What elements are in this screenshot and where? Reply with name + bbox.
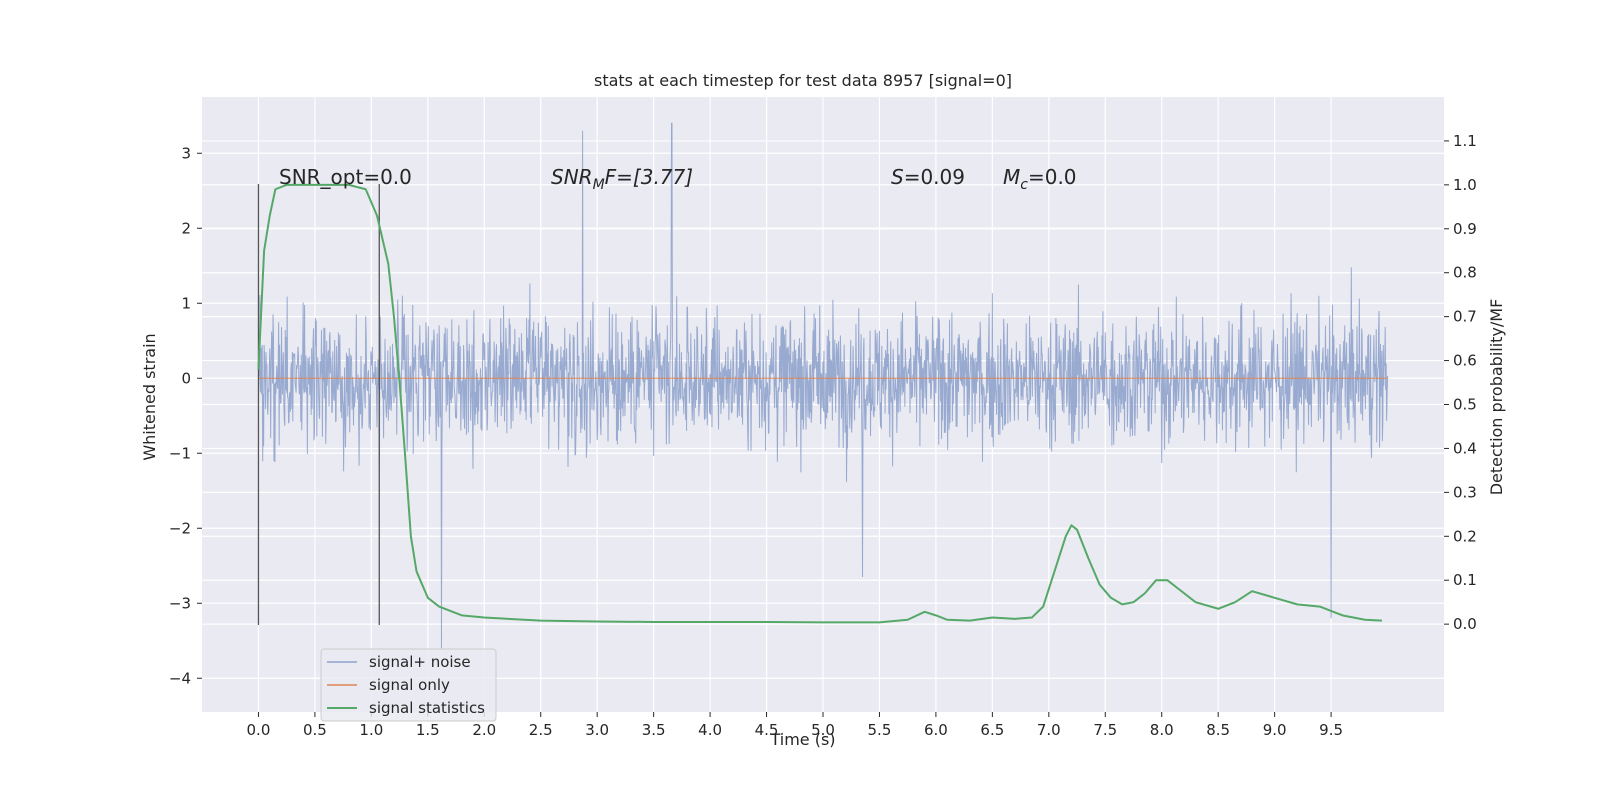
- legend-label-signal-only: signal only: [369, 676, 450, 694]
- y-tick-label-2: 1: [181, 294, 191, 312]
- x-tick-label-6: 3.0: [585, 721, 609, 739]
- y2-tick-label-8: 0.3: [1453, 483, 1477, 501]
- annotation-mc-sub: c: [1020, 177, 1028, 193]
- y-tick-label-6: −3: [169, 594, 191, 612]
- annotation-snr-mf: SNRMF=[3.77]: [551, 165, 693, 193]
- y2-tick-label-3: 0.8: [1453, 264, 1477, 282]
- x-tick-label-7: 3.5: [642, 721, 666, 739]
- annotation-mc: Mc=0.0: [1003, 165, 1077, 193]
- x-tick-label-3: 1.5: [416, 721, 440, 739]
- x-tick-label-0: 0.0: [247, 721, 271, 739]
- x-axis-ticks: 0.0 0.5 1.0 1.5 2.0 2.5 3.0 3.5 4.0 4.5 5.0 5.5 6.0 6…: [247, 712, 1343, 739]
- series-signal-statistics: [257, 183, 1382, 624]
- signal-plus-noise-line: [257, 122, 1389, 649]
- y2-tick-label-7: 0.4: [1453, 439, 1477, 457]
- y-axis-title: Whitened strain: [140, 333, 159, 460]
- y2-axis-title: Detection probability/MF: [1487, 299, 1506, 496]
- legend: signal+ noise signal only signal statist…: [320, 648, 497, 722]
- x-tick-label-4: 2.0: [472, 721, 496, 739]
- annotation-s-symbol: S: [891, 165, 904, 189]
- annotation-snr-mf-sub: M: [593, 177, 605, 193]
- y-tick-label-4: −1: [169, 444, 191, 462]
- annotation-mc-base: M: [1003, 165, 1020, 189]
- x-tick-label-9: 4.5: [755, 721, 779, 739]
- x-tick-label-12: 6.0: [924, 721, 948, 739]
- y2-tick-label-5: 0.6: [1453, 352, 1477, 370]
- x-tick-label-11: 5.5: [868, 721, 892, 739]
- x-tick-label-16: 8.0: [1150, 721, 1174, 739]
- x-tick-label-8: 4.0: [698, 721, 722, 739]
- y2-tick-label-4: 0.7: [1453, 308, 1477, 326]
- x-tick-label-14: 7.0: [1037, 721, 1061, 739]
- x-tick-label-2: 1.0: [359, 721, 383, 739]
- legend-label-signal-statistics: signal statistics: [369, 699, 485, 717]
- x-tick-label-17: 8.5: [1206, 721, 1230, 739]
- annotation-s-value: =0.09: [904, 165, 965, 189]
- x-axis-title: Time (s): [769, 730, 835, 749]
- y2-tick-label-6: 0.5: [1453, 396, 1477, 414]
- y-tick-label-7: −4: [169, 669, 191, 687]
- annotation-mc-value: =0.0: [1028, 165, 1077, 189]
- x-tick-label-10: 5.0: [811, 721, 835, 739]
- annotation-snr-mf-base: SNR: [551, 165, 593, 189]
- y-tick-label-0: 3: [181, 144, 191, 162]
- y-axis-ticks: 3 2 1 0 −1 −2 −3 −4: [169, 144, 202, 687]
- series-signal-plus-noise: [257, 122, 1389, 649]
- y-tick-label-5: −2: [169, 519, 191, 537]
- x-tick-label-18: 9.0: [1263, 721, 1287, 739]
- y2-tick-label-9: 0.2: [1453, 527, 1477, 545]
- y2-tick-label-1: 1.0: [1453, 176, 1477, 194]
- vertical-markers: [257, 184, 380, 625]
- x-tick-label-13: 6.5: [980, 721, 1004, 739]
- annotation-snr-opt: SNR_opt=0.0: [279, 165, 412, 189]
- x-tick-label-5: 2.5: [529, 721, 553, 739]
- annotation-snr-mf-rest: F=[3.77]: [605, 165, 693, 189]
- legend-box: [320, 648, 497, 722]
- y2-axis-ticks: 1.1 1.0 0.9 0.8 0.7 0.6 0.5 0.4 0.3 0.2 0.1 0.0: [1444, 132, 1477, 633]
- y-tick-label-1: 2: [181, 219, 191, 237]
- x-tick-label-19: 9.5: [1319, 721, 1343, 739]
- chart-title: stats at each timestep for test data 895…: [594, 71, 1012, 90]
- signal-statistics-line: [257, 183, 1382, 624]
- annotation-s: S=0.09: [891, 165, 965, 189]
- y2-tick-label-10: 0.1: [1453, 571, 1477, 589]
- legend-label-signal-plus-noise: signal+ noise: [369, 653, 471, 671]
- y2-tick-label-2: 0.9: [1453, 220, 1477, 238]
- x-tick-label-1: 0.5: [303, 721, 327, 739]
- y2-tick-label-11: 0.0: [1453, 615, 1477, 633]
- x-tick-label-15: 7.5: [1093, 721, 1117, 739]
- y2-tick-label-0: 1.1: [1453, 132, 1477, 150]
- y-tick-label-3: 0: [181, 369, 191, 387]
